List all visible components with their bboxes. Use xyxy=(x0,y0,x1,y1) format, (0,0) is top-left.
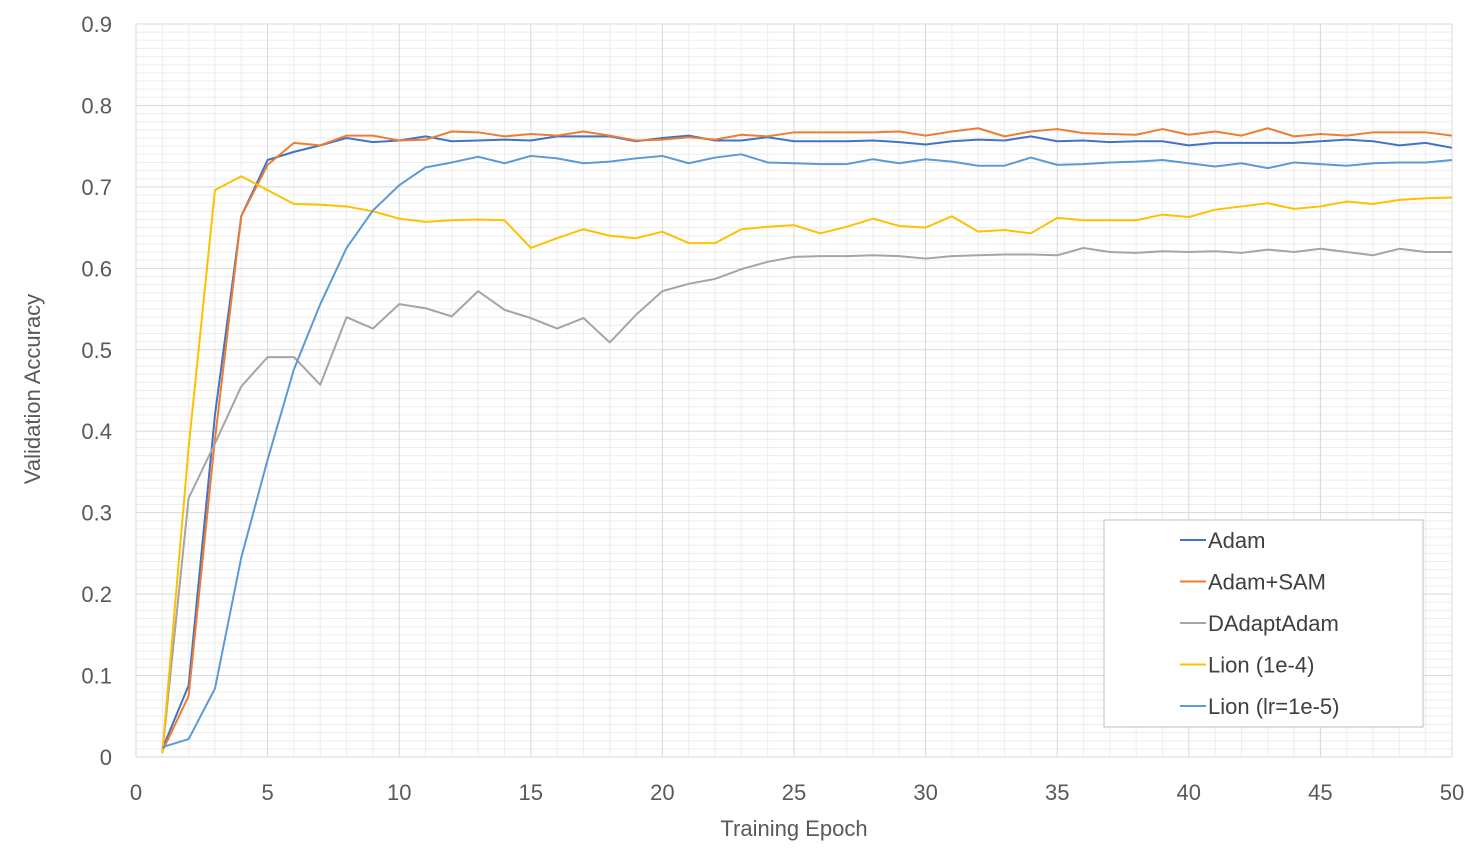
y-tick-label: 0.6 xyxy=(81,256,112,281)
x-tick-label: 45 xyxy=(1308,780,1332,805)
legend-label: Lion (lr=1e-5) xyxy=(1208,694,1339,719)
series-line xyxy=(161,134,1453,750)
y-tick-label: 0.8 xyxy=(81,93,112,118)
y-tick-label: 0.9 xyxy=(81,12,112,37)
y-tick-label: 0.5 xyxy=(81,338,112,363)
x-tick-label: 5 xyxy=(261,780,273,805)
x-tick-label: 0 xyxy=(130,780,142,805)
y-tick-label: 0 xyxy=(100,745,112,770)
y-axis-ticks: 0 0.1 0.2 0.3 0.4 0.5 0.6 0.7 0.8 0.9 xyxy=(81,12,112,770)
y-tick-label: 0.3 xyxy=(81,501,112,526)
y-axis-title: Validation Accuracy xyxy=(20,294,45,484)
legend: Adam Adam+SAM DAdaptAdam Lion (1e-4) Lion (l… xyxy=(1103,519,1424,728)
y-tick-label: 0.7 xyxy=(81,175,112,200)
x-axis-ticks: 0 5 10 15 20 25 30 35 40 45 50 xyxy=(130,780,1464,805)
x-tick-label: 25 xyxy=(782,780,806,805)
x-tick-label: 15 xyxy=(519,780,543,805)
series-line xyxy=(162,153,1453,749)
x-tick-label: 20 xyxy=(650,780,674,805)
series-line xyxy=(161,175,1453,754)
x-tick-label: 35 xyxy=(1045,780,1069,805)
x-tick-label: 30 xyxy=(913,780,937,805)
y-tick-label: 0.2 xyxy=(81,582,112,607)
legend-label: DAdaptAdam xyxy=(1208,611,1339,636)
legend-box xyxy=(1103,519,1424,728)
x-tick-label: 40 xyxy=(1177,780,1201,805)
x-tick-label: 50 xyxy=(1440,780,1464,805)
series-line xyxy=(161,127,1453,752)
legend-label: Adam xyxy=(1208,528,1265,553)
legend-label: Lion (1e-4) xyxy=(1208,653,1314,678)
y-tick-label: 0.4 xyxy=(81,419,112,444)
series-lines xyxy=(161,127,1453,754)
series-line xyxy=(161,246,1452,754)
x-axis-title: Training Epoch xyxy=(720,816,867,841)
legend-label: Adam+SAM xyxy=(1208,570,1326,595)
x-tick-label: 10 xyxy=(387,780,411,805)
y-tick-label: 0.1 xyxy=(81,664,112,689)
